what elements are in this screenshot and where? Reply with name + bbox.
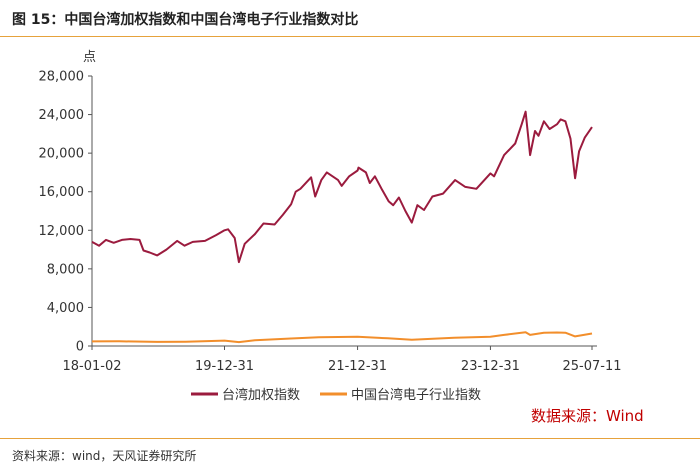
legend: 台湾加权指数 中国台湾电子行业指数 bbox=[191, 387, 481, 403]
series-line-electronics-index bbox=[91, 331, 593, 344]
y-tick-label: 8,000 bbox=[47, 262, 84, 277]
y-tick-label: 16,000 bbox=[39, 185, 85, 200]
y-tick-label: 20,000 bbox=[39, 147, 85, 162]
x-tick-label: 23-12-31 bbox=[461, 359, 520, 374]
y-tick-label: 12,000 bbox=[39, 224, 85, 239]
y-tick-label: 0 bbox=[76, 340, 84, 355]
y-ticks: 28,000 24,000 20,000 16,000 12,000 8,000 4,000… bbox=[39, 70, 92, 355]
data-source-watermark: 数据来源：Wind bbox=[531, 407, 644, 425]
x-ticks: 18-01-02 19-12-31 21-12-31 23-12-31 25-07-11 bbox=[62, 346, 622, 374]
x-tick-label: 21-12-31 bbox=[328, 359, 387, 374]
series-layer bbox=[91, 110, 593, 344]
legend-item-electronics-index: 中国台湾电子行业指数 bbox=[320, 387, 481, 403]
series-line-weighted-index bbox=[91, 110, 593, 264]
x-tick-label: 19-12-31 bbox=[195, 359, 254, 374]
source-note: 资料来源：wind，天风证券研究所 bbox=[12, 449, 197, 463]
y-tick-label: 28,000 bbox=[39, 70, 85, 85]
y-tick-label: 4,000 bbox=[47, 301, 84, 316]
x-tick-label: 18-01-02 bbox=[62, 359, 121, 374]
legend-item-weighted-index: 台湾加权指数 bbox=[191, 387, 300, 403]
title-rule bbox=[0, 36, 700, 37]
legend-label-weighted-index: 台湾加权指数 bbox=[222, 387, 300, 403]
y-axis-unit-label: 点 bbox=[83, 50, 96, 65]
footer-rule bbox=[0, 438, 700, 439]
y-tick-label: 24,000 bbox=[39, 108, 85, 123]
figure-title: 图 15：中国台湾加权指数和中国台湾电子行业指数对比 bbox=[12, 12, 359, 28]
x-tick-label: 25-07-11 bbox=[562, 359, 621, 374]
legend-label-electronics-index: 中国台湾电子行业指数 bbox=[351, 387, 481, 403]
